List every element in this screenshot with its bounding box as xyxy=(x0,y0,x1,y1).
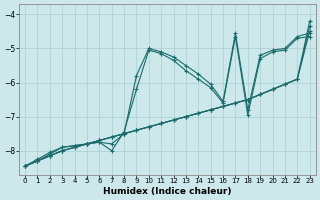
X-axis label: Humidex (Indice chaleur): Humidex (Indice chaleur) xyxy=(103,187,232,196)
